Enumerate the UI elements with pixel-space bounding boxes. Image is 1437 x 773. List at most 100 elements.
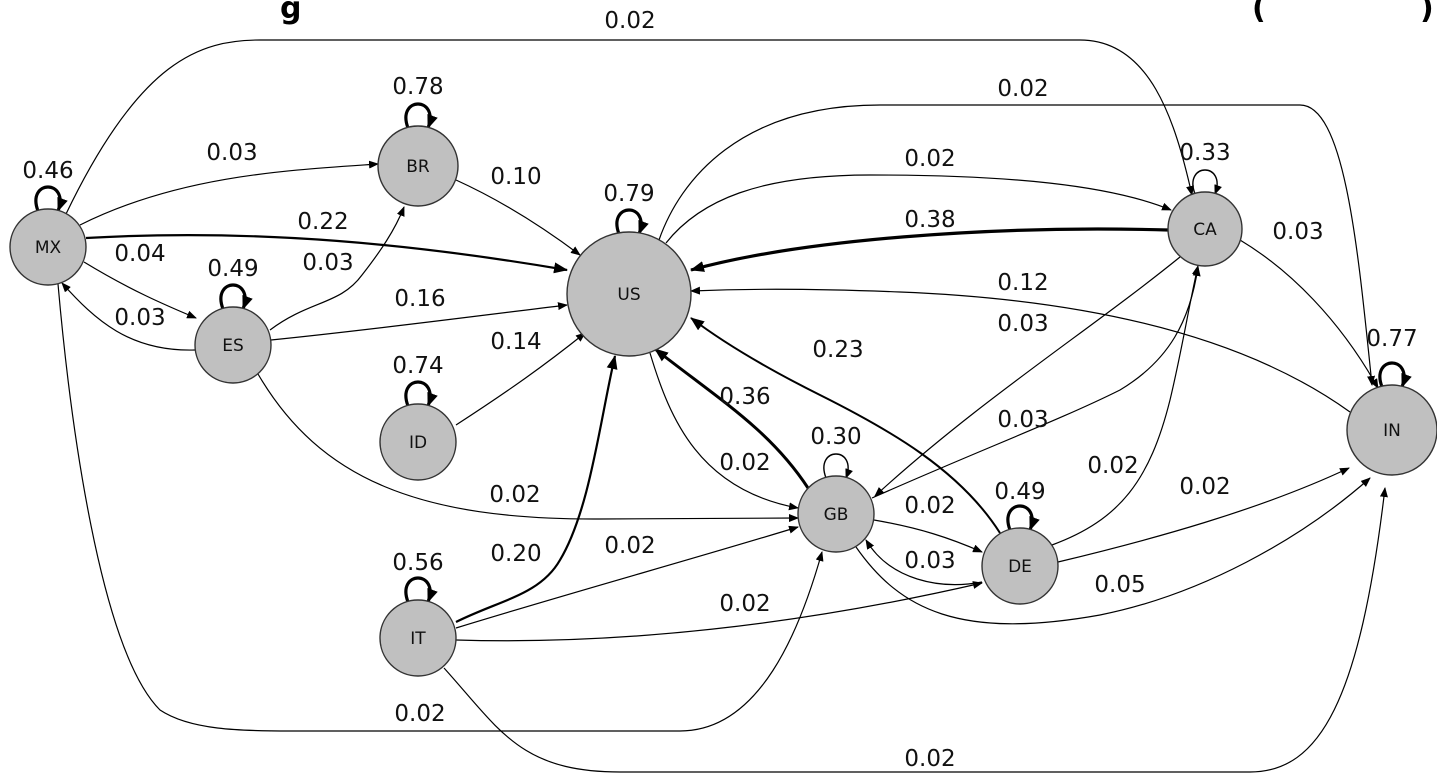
edge-label-br-to-us: 0.10 (490, 164, 541, 190)
node-es: ES (194, 306, 272, 384)
node-it: IT (379, 599, 457, 677)
edge-label-gb-to-us: 0.36 (719, 384, 770, 410)
self-loop-it (404, 576, 438, 603)
edge-label-it-to-de: 0.02 (719, 591, 770, 617)
edge-gb-to-in (855, 477, 1371, 625)
self-loop-label-mx: 0.46 (22, 158, 73, 184)
self-loop-mx (34, 185, 68, 212)
node-label-ca: CA (1193, 220, 1217, 240)
self-loops-layer (34, 102, 1412, 603)
edge-label-de-to-ca: 0.02 (1087, 453, 1138, 479)
node-circle-it (379, 599, 457, 677)
edge-ca-to-gb (874, 256, 1181, 497)
node-label-gb: GB (824, 505, 849, 525)
self-loop-id (404, 380, 438, 407)
node-mx: MX (9, 208, 87, 286)
node-circle-gb (797, 475, 875, 553)
self-loop-ca (1192, 169, 1222, 195)
node-id: ID (379, 403, 457, 481)
self-loop-label-it: 0.56 (392, 550, 443, 576)
self-loop-br (404, 102, 438, 129)
edge-label-gb-to-de: 0.02 (904, 493, 955, 519)
edge-mx-to-gb (57, 283, 824, 732)
edge-es-to-br (269, 206, 405, 331)
edge-labels-layer: 0.02 0.03 0.22 0.04 0.03 0.03 0.16 0.02 0.10 0.14… (22, 8, 1417, 772)
node-in: IN (1346, 384, 1437, 476)
node-circle-de (981, 527, 1059, 605)
edge-gb-to-de (873, 519, 983, 553)
edge-us-to-ca (665, 174, 1172, 244)
header-fragment-far-right: ) (1420, 0, 1434, 26)
node-us: US (566, 231, 692, 357)
edges-layer (57, 39, 1388, 773)
node-circle-br (377, 125, 459, 207)
edge-label-es-to-us: 0.16 (394, 286, 445, 312)
node-label-it: IT (410, 629, 426, 649)
self-loop-label-in: 0.77 (1366, 326, 1417, 352)
edge-mx-to-br (79, 160, 379, 226)
node-label-br: BR (406, 157, 430, 177)
edge-label-it-to-us: 0.20 (490, 541, 541, 567)
edge-label-es-to-br: 0.03 (302, 250, 353, 276)
edge-it-to-gb (455, 525, 799, 629)
self-loop-label-ca: 0.33 (1179, 140, 1230, 166)
self-loop-label-de: 0.49 (994, 479, 1045, 505)
node-br: BR (377, 125, 459, 207)
self-loop-label-us: 0.79 (603, 181, 654, 207)
edge-label-in-to-us: 0.12 (997, 270, 1048, 296)
self-loop-es (219, 283, 253, 310)
node-label-de: DE (1008, 557, 1032, 577)
self-loop-label-gb: 0.30 (810, 424, 861, 450)
edge-br-to-us (455, 179, 581, 256)
edge-label-it-to-in: 0.02 (904, 746, 955, 772)
edge-label-mx-to-us: 0.22 (297, 209, 348, 235)
node-circle-es (194, 306, 272, 384)
nodes-layer: MX BR ES ID IT US GB DE CA IN (9, 125, 1437, 677)
self-loop-in (1378, 361, 1412, 388)
edge-gb-to-ca (871, 266, 1201, 499)
header-fragment-right: ( (1252, 0, 1266, 26)
node-circle-mx (9, 208, 87, 286)
edge-label-de-to-us: 0.23 (812, 337, 863, 363)
node-circle-in (1346, 384, 1437, 476)
edge-de-to-ca (1051, 265, 1200, 546)
edge-es-to-mx (61, 282, 196, 351)
node-circle-us (566, 231, 692, 357)
edge-label-us-to-gb: 0.02 (719, 450, 770, 476)
edge-label-ca-to-in: 0.03 (1272, 219, 1323, 245)
edge-label-de-to-gb: 0.03 (904, 548, 955, 574)
edge-label-mx-to-gb: 0.02 (394, 701, 445, 727)
node-label-es: ES (222, 336, 244, 356)
edge-label-us-to-ca: 0.02 (904, 146, 955, 172)
edge-de-to-in (1057, 467, 1350, 563)
edge-label-de-to-in: 0.02 (1179, 474, 1230, 500)
edge-label-id-to-us: 0.14 (490, 329, 541, 355)
edge-label-mx-to-es: 0.04 (114, 241, 165, 267)
node-label-in: IN (1383, 421, 1401, 441)
node-circle-id (379, 403, 457, 481)
edge-label-mx-to-br: 0.03 (206, 140, 257, 166)
node-ca: CA (1167, 191, 1243, 267)
self-loop-de (1006, 504, 1040, 531)
edge-label-it-to-gb: 0.02 (604, 533, 655, 559)
self-loop-label-es: 0.49 (207, 256, 258, 282)
edge-mx-to-us (85, 234, 568, 274)
edge-label-gb-to-in: 0.05 (1094, 572, 1145, 598)
edge-es-to-gb (257, 373, 799, 523)
self-loop-label-id: 0.74 (392, 353, 443, 379)
node-label-us: US (617, 285, 640, 305)
edge-us-to-in (658, 104, 1376, 386)
edge-gb-to-us (654, 347, 810, 489)
edge-label-es-to-gb: 0.02 (489, 482, 540, 508)
node-de: DE (981, 527, 1059, 605)
edge-ca-to-us (690, 227, 1169, 272)
edge-in-to-us (690, 286, 1351, 413)
edge-label-es-to-mx: 0.03 (114, 305, 165, 331)
edge-es-to-us (270, 302, 568, 341)
edge-label-ca-to-us: 0.38 (904, 207, 955, 233)
node-circle-ca (1167, 191, 1243, 267)
edge-label-us-to-in: 0.02 (997, 76, 1048, 102)
node-label-mx: MX (35, 238, 62, 258)
node-label-id: ID (409, 433, 427, 453)
